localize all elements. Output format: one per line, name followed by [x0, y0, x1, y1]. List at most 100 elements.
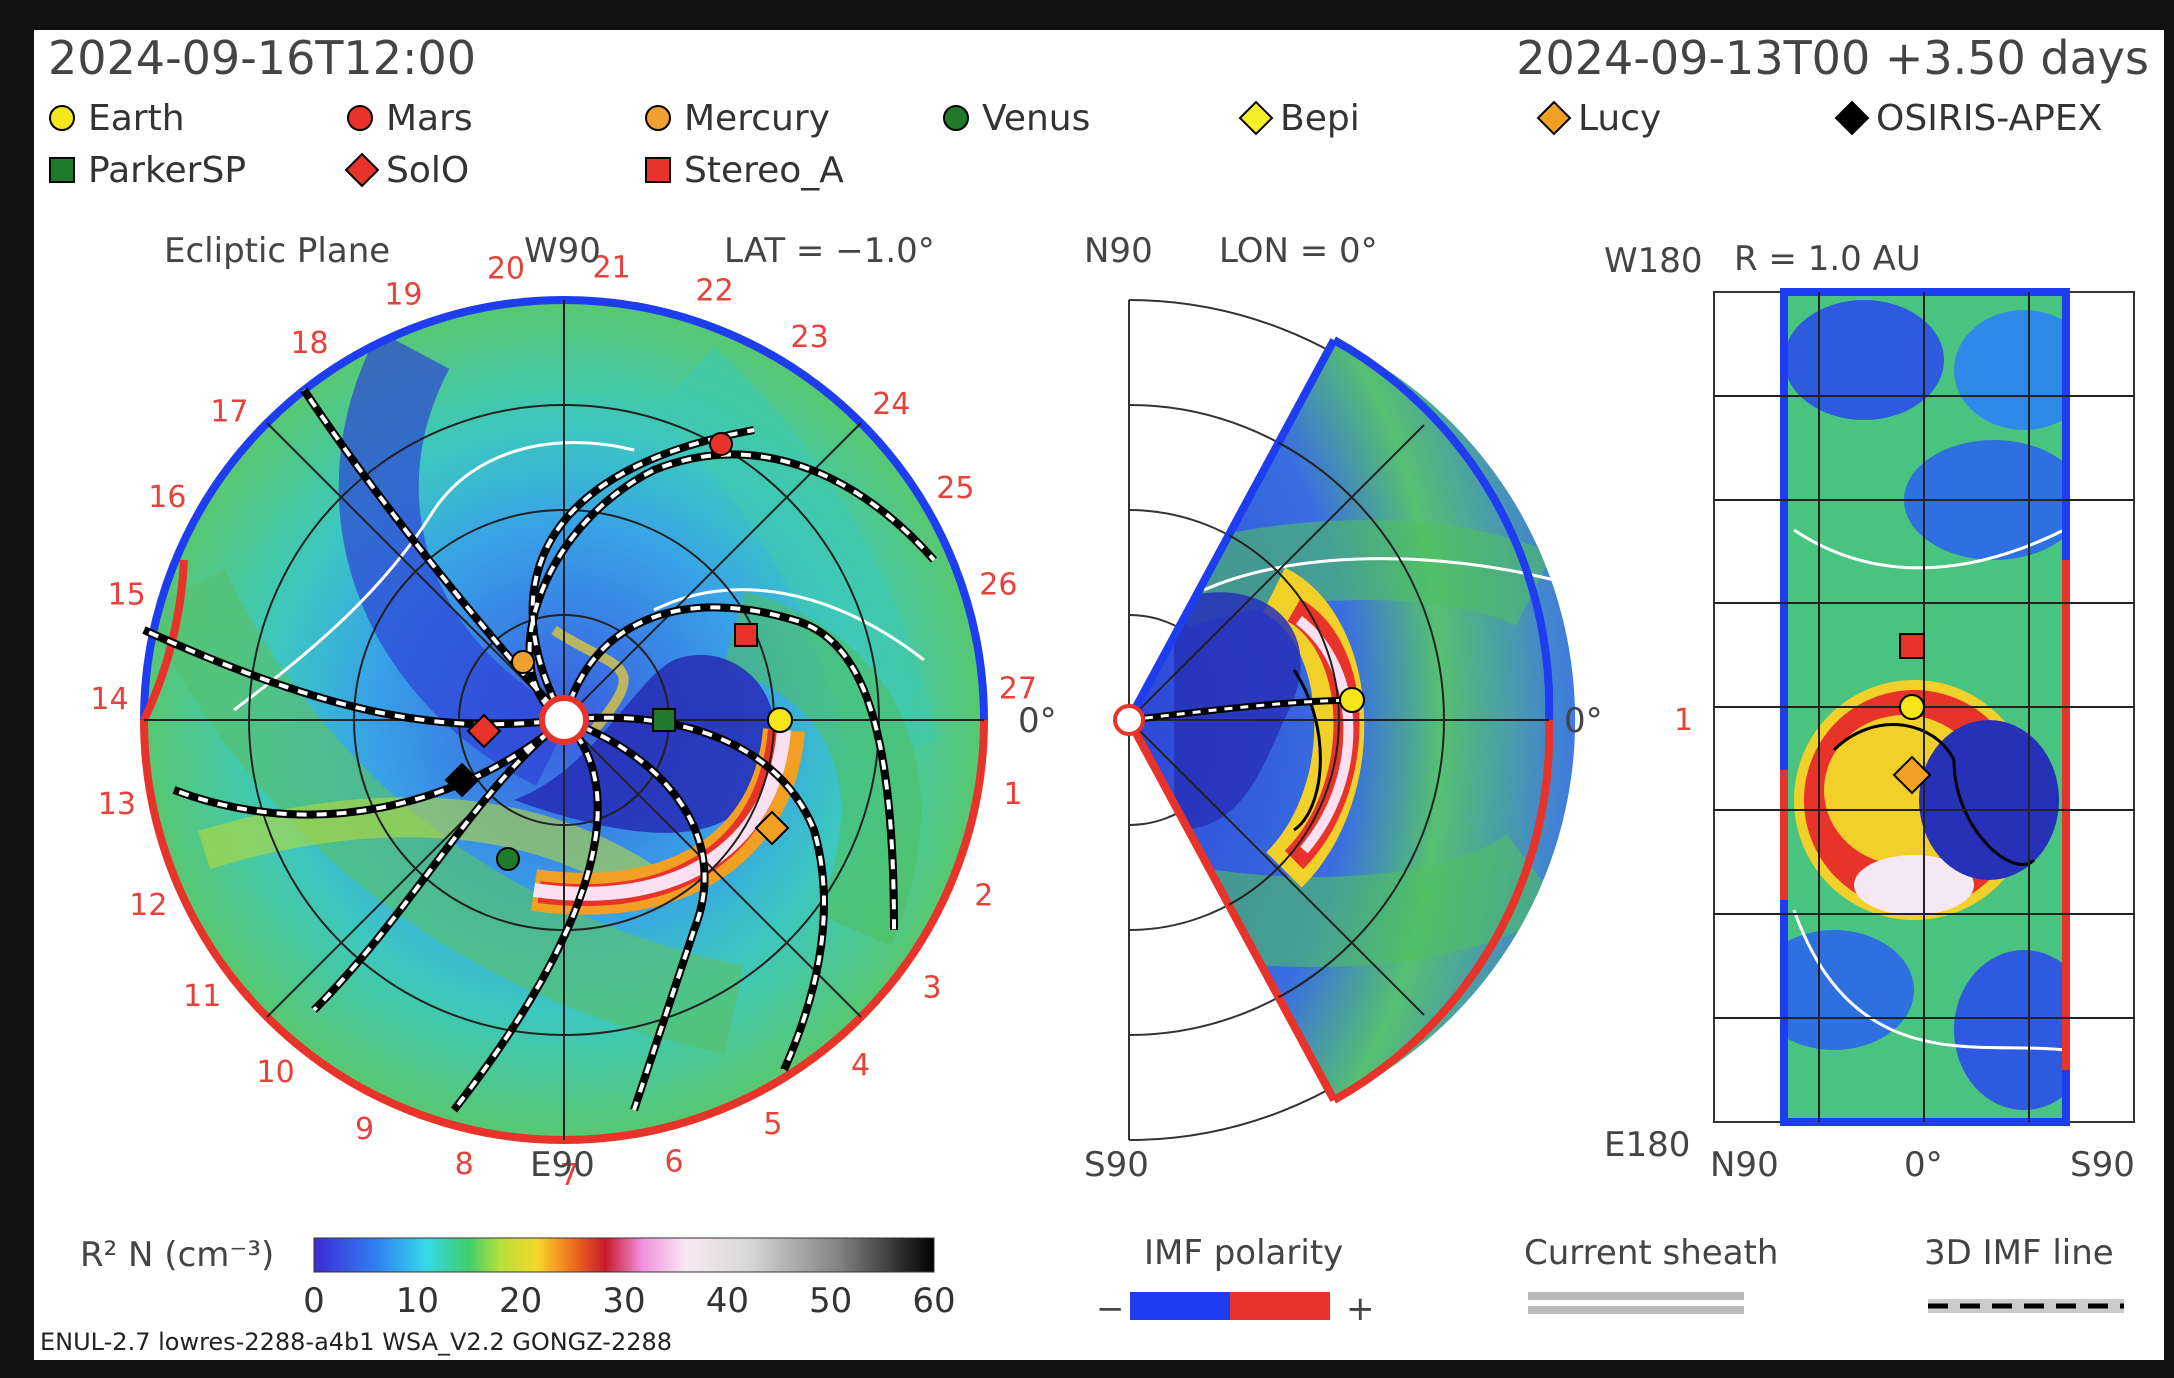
- legend-marker-icon: [943, 105, 969, 131]
- lucy-marker: [754, 810, 790, 846]
- imf-positive-swatch: [1230, 1292, 1330, 1320]
- day-label: 8: [455, 1147, 474, 1182]
- legend-marker-icon: [49, 157, 75, 183]
- legend-item: Lucy: [1536, 98, 1661, 139]
- legend-marker-icon: [1536, 100, 1572, 136]
- day-label: 5: [763, 1107, 782, 1142]
- imf-line-title: 3D IMF line: [1924, 1233, 2114, 1273]
- legend-marker-icon: [645, 105, 671, 131]
- colorbar-tick-label: 40: [706, 1281, 749, 1321]
- mercury-marker: [511, 650, 535, 674]
- legend-item: OSIRIS-APEX: [1834, 98, 2102, 139]
- legend-marker-icon: [344, 152, 380, 188]
- r-label: R = 1.0 AU: [1734, 239, 1921, 279]
- legend-item: ParkerSP: [49, 150, 246, 191]
- w90-label: W90: [524, 231, 601, 271]
- day-label: 18: [290, 326, 328, 361]
- venus-marker: [496, 847, 520, 871]
- day-label: 17: [210, 395, 248, 430]
- day-label: 16: [148, 480, 186, 515]
- earth-marker-map: [1899, 694, 1925, 720]
- legend-marker-icon: [1834, 100, 1870, 136]
- day-label: 3: [923, 970, 942, 1005]
- map-s90-label: S90: [2070, 1145, 2135, 1185]
- imf-line-legend: 3D IMF line: [1924, 1233, 2124, 1313]
- stereo-a-marker: [734, 623, 758, 647]
- day-label: 14: [90, 682, 128, 717]
- current-sheath-legend: Current sheath: [1524, 1233, 1778, 1314]
- imf-polarity-title: IMF polarity: [1144, 1233, 1343, 1273]
- map-one-label: 1: [1674, 703, 1693, 738]
- day-label: 22: [696, 274, 734, 309]
- footer-model-info: ENUL-2.7 lowres-2288-a4b1 WSA_V2.2 GONGZ…: [40, 1328, 672, 1356]
- legend-label: ParkerSP: [88, 150, 246, 191]
- colorbar-tick-label: 0: [303, 1281, 325, 1321]
- colorbar-ticks: 0 10 20 30 40 50 60: [303, 1281, 955, 1321]
- s90-label: S90: [1084, 1145, 1149, 1185]
- panel2-zero-label: 0°: [1564, 701, 1603, 741]
- mars-marker: [709, 432, 733, 456]
- map-zero-label: 0°: [1904, 1145, 1943, 1185]
- legend-item: Venus: [943, 98, 1090, 139]
- day-label: 20: [487, 252, 525, 287]
- legend-label: Mercury: [684, 98, 830, 139]
- osiris-apex-marker: [444, 762, 480, 798]
- legend-item: Mars: [347, 98, 473, 139]
- run-info-label: 2024-09-13T00 +3.50 days: [1516, 31, 2149, 85]
- legend-label: OSIRIS-APEX: [1876, 98, 2102, 139]
- day-label: 24: [872, 387, 910, 422]
- stereo-a-marker-map: [1899, 633, 1925, 659]
- imf-negative-swatch: [1130, 1292, 1230, 1320]
- current-sheath-title: Current sheath: [1524, 1233, 1778, 1273]
- enlil-figure: 2024-09-16T12:00 2024-09-13T00 +3.50 day…: [40, 31, 2149, 1356]
- colorbar-tick-label: 30: [602, 1281, 645, 1321]
- sun-icon: [539, 695, 589, 745]
- sphere-map-panel: R = 1.0 AU W180 E180 N90 0° S90 1: [1604, 239, 2135, 1185]
- parkersp-marker: [652, 708, 676, 732]
- colorbar-tick-label: 10: [396, 1281, 439, 1321]
- legend-item: Stereo_A: [645, 150, 844, 191]
- legend-item: Bepi: [1238, 98, 1360, 139]
- day-label: 19: [384, 277, 422, 312]
- day-label: 11: [183, 979, 221, 1014]
- e90-label: E90: [530, 1145, 595, 1185]
- day-label: 4: [851, 1048, 870, 1083]
- legend-item: Mercury: [645, 98, 830, 139]
- day-label: 25: [936, 471, 974, 506]
- earth-marker-meridional: [1339, 687, 1365, 713]
- day-label: 10: [257, 1055, 295, 1090]
- panel1-zero-label: 0°: [1018, 701, 1057, 741]
- colorbar-tick-label: 60: [912, 1281, 955, 1321]
- meridional-panel: N90 LON = 0° S90 0°: [1084, 231, 1603, 1185]
- legend-label: Bepi: [1280, 98, 1360, 139]
- day-label: 1: [1003, 777, 1022, 812]
- day-label: 6: [665, 1144, 684, 1179]
- imf-minus-label: −: [1096, 1289, 1125, 1329]
- earth-marker: [767, 707, 793, 733]
- legend-label: Venus: [982, 98, 1090, 139]
- day-label: 15: [108, 578, 146, 613]
- day-label: 9: [355, 1112, 374, 1147]
- day-label: 27: [999, 671, 1037, 706]
- legend-marker-icon: [347, 105, 373, 131]
- lon-label: LON = 0°: [1219, 231, 1378, 271]
- map-n90-label: N90: [1710, 1145, 1779, 1185]
- colorbar-label: R² N (cm⁻³): [80, 1235, 274, 1275]
- n90-label: N90: [1084, 231, 1153, 271]
- day-label: 21: [592, 250, 630, 285]
- day-label: 26: [979, 567, 1017, 602]
- colorbar-tick-label: 20: [499, 1281, 542, 1321]
- datetime-label: 2024-09-16T12:00: [48, 31, 476, 85]
- e180-label: E180: [1604, 1125, 1690, 1165]
- legend-label: Stereo_A: [684, 150, 844, 191]
- ecliptic-plane-title: Ecliptic Plane: [164, 231, 390, 271]
- legend-item: Earth: [49, 98, 185, 139]
- legend-label: SolO: [386, 150, 469, 191]
- legend-label: Mars: [386, 98, 473, 139]
- legend-marker-icon: [49, 105, 75, 131]
- colorbar-tick-label: 50: [809, 1281, 852, 1321]
- legend-label: Lucy: [1578, 98, 1661, 139]
- w180-label: W180: [1604, 241, 1703, 281]
- enlil-frame: 2024-09-16T12:00 2024-09-13T00 +3.50 day…: [34, 30, 2164, 1360]
